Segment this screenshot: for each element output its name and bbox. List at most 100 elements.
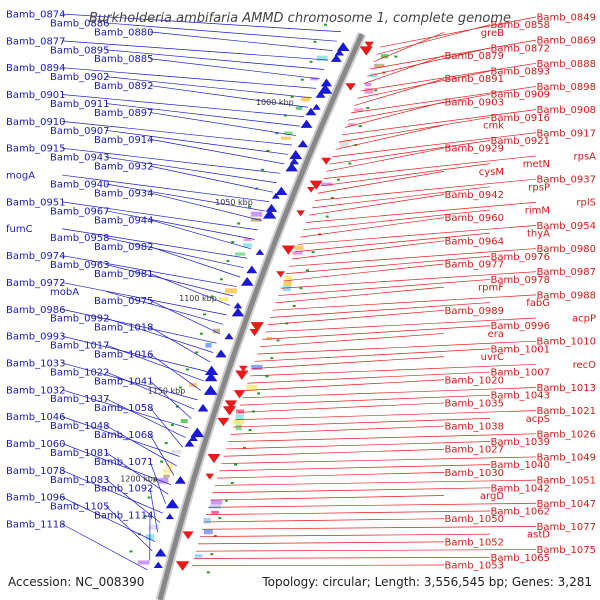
left-leader-line — [149, 434, 175, 476]
reverse-gene — [205, 473, 215, 480]
left-leader-line — [105, 103, 300, 127]
right-leader-line — [294, 232, 491, 253]
right-leader-line — [257, 340, 537, 355]
left-leader-line — [61, 255, 237, 287]
tick-mark — [325, 215, 329, 218]
right-leader-line — [191, 564, 445, 567]
left-leader-line — [105, 210, 255, 240]
left-gene-label: Bamb_0951 — [6, 197, 66, 208]
tick-mark — [218, 517, 222, 520]
left-leader-line — [61, 496, 156, 542]
right-gene-label: Bamb_1053 — [444, 561, 504, 572]
cog-block — [295, 106, 303, 110]
right-leader-line — [283, 263, 445, 282]
right-leader-line — [212, 487, 491, 494]
right-leader-line — [214, 479, 537, 486]
accession-text: Accession: NC_008390 — [8, 575, 144, 589]
right-gene-label: Bamb_0954 — [536, 221, 596, 232]
right-gene-label: Bamb_0960 — [444, 213, 504, 224]
left-gene-label: Bamb_0972 — [6, 278, 66, 289]
left-leader-line — [61, 13, 342, 33]
left-leader-line — [61, 67, 317, 89]
left-leader-line — [61, 121, 293, 146]
right-leader-line — [347, 93, 491, 121]
left-leader-line — [105, 344, 204, 382]
cog-block — [236, 409, 245, 414]
left-leader-line — [61, 362, 198, 401]
cog-block — [171, 449, 182, 454]
forward-gene — [265, 203, 278, 212]
right-gene-label: Bamb_0908 — [536, 105, 596, 116]
forward-gene — [184, 439, 195, 447]
left-gene-label: Bamb_1033 — [6, 358, 66, 369]
right-gene-label: Bamb_0917 — [536, 128, 596, 139]
right-leader-line — [367, 47, 491, 77]
tick-mark — [195, 351, 199, 354]
reverse-gene — [207, 453, 221, 464]
tick-mark — [313, 40, 317, 43]
right-gene-label: Bamb_0978 — [490, 275, 550, 286]
left-leader-line — [61, 147, 281, 174]
left-leader-line — [149, 138, 285, 165]
cog-block — [243, 243, 253, 248]
right-leader-line — [272, 294, 537, 311]
right-gene-label: fabG — [526, 298, 550, 309]
right-leader-line — [275, 286, 445, 304]
right-leader-line — [329, 140, 491, 165]
left-leader-line — [105, 76, 312, 99]
right-gene-label: Bamb_1077 — [536, 522, 596, 533]
forward-gene — [165, 498, 180, 509]
cog-block — [339, 142, 350, 148]
left-gene-label: mobA — [50, 287, 79, 298]
cog-block — [300, 96, 311, 102]
gene-tracks — [129, 23, 398, 600]
left-gene-label: Bamb_0892 — [94, 81, 154, 92]
left-leader-line — [105, 183, 266, 212]
left-gene-label: Bamb_0940 — [50, 180, 110, 191]
cog-block — [284, 131, 293, 136]
forward-gene — [312, 103, 321, 110]
left-gene-label: Bamb_1046 — [6, 412, 66, 423]
cog-block — [212, 328, 221, 334]
right-leader-line — [199, 533, 491, 537]
right-leader-line — [323, 155, 537, 179]
cog-block — [158, 478, 169, 484]
left-gene-label: Bamb_1081 — [50, 448, 110, 459]
left-gene-label: Bamb_1032 — [6, 385, 66, 396]
cog-block — [233, 419, 244, 425]
kbp-label: 1200 kbp — [120, 475, 158, 484]
tick-mark — [311, 251, 315, 254]
left-leader-line — [149, 219, 251, 250]
tick-mark — [260, 168, 264, 171]
right-leader-line — [320, 163, 491, 187]
right-gene-label: Bamb_0929 — [444, 144, 504, 155]
forward-gene — [240, 276, 254, 286]
tick-mark — [257, 392, 261, 395]
right-gene-label: greB — [481, 28, 504, 39]
cog-block — [316, 55, 328, 61]
right-leader-line — [351, 86, 537, 114]
tick-mark — [309, 60, 313, 63]
reverse-gene — [306, 186, 316, 193]
cog-block — [282, 286, 291, 292]
right-leader-line — [370, 39, 537, 70]
right-gene-label: metN — [523, 159, 550, 170]
right-gene-label: rpmF — [478, 283, 504, 294]
right-gene-label: cmk — [483, 121, 504, 132]
left-gene-label: Bamb_1037 — [50, 394, 110, 405]
left-leader-line — [149, 246, 241, 278]
left-gene-label: Bamb_0907 — [50, 126, 110, 137]
left-leader-line — [149, 407, 183, 448]
reverse-gene — [238, 365, 248, 372]
cog-block — [280, 136, 292, 140]
right-gene-label: Bamb_0888 — [536, 59, 596, 70]
right-leader-line — [286, 255, 491, 274]
tick-mark — [147, 496, 151, 499]
right-leader-line — [193, 556, 491, 559]
reverse-gene — [233, 390, 246, 399]
right-leader-line — [363, 55, 445, 84]
right-gene-label: rpsP — [528, 182, 550, 193]
right-leader-line — [195, 549, 537, 552]
left-gene-label: Bamb_0886 — [50, 18, 110, 29]
forward-gene — [289, 149, 303, 160]
